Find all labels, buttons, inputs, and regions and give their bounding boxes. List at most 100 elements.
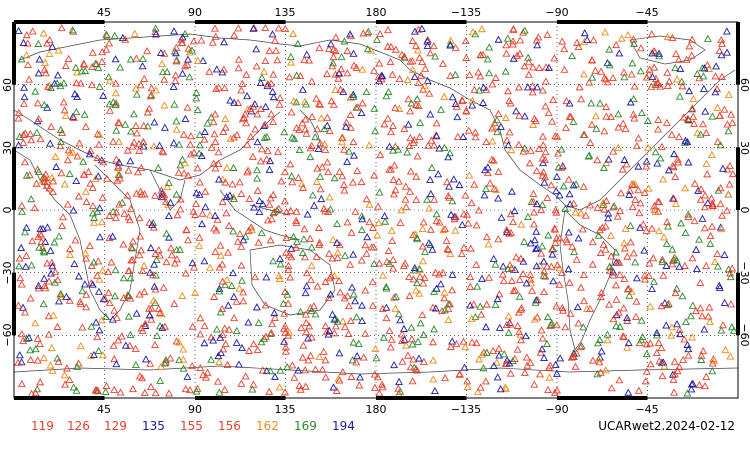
- station-triangle: [491, 73, 500, 81]
- station-triangle: [431, 304, 440, 312]
- station-triangle: [655, 197, 664, 206]
- station-triangle: [387, 226, 396, 234]
- station-triangle: [159, 148, 168, 156]
- station-triangle: [222, 209, 231, 217]
- station-triangle: [382, 303, 391, 311]
- station-triangle: [31, 87, 40, 95]
- station-triangle: [376, 150, 385, 158]
- station-triangle: [426, 189, 435, 198]
- station-triangle: [257, 104, 265, 112]
- station-triangle: [237, 189, 246, 197]
- station-triangle: [701, 381, 710, 390]
- station-triangle: [545, 63, 553, 71]
- station-triangle: [335, 276, 343, 284]
- station-triangle: [461, 343, 470, 351]
- station-triangle: [540, 287, 549, 295]
- station-triangle: [126, 330, 135, 338]
- station-triangle: [701, 191, 710, 199]
- station-triangle: [372, 354, 381, 362]
- station-triangle: [710, 257, 719, 266]
- station-triangle: [390, 293, 399, 301]
- station-triangle: [509, 37, 518, 45]
- station-triangle: [350, 151, 358, 159]
- station-triangle: [495, 323, 504, 331]
- station-triangle: [407, 99, 416, 107]
- station-triangle: [16, 273, 25, 282]
- station-triangle: [468, 28, 477, 36]
- station-triangle: [262, 155, 271, 163]
- station-triangle: [679, 355, 688, 363]
- station-triangle: [193, 56, 202, 64]
- station-triangle: [312, 252, 321, 260]
- station-triangle: [588, 260, 597, 268]
- station-triangle: [543, 193, 552, 202]
- station-triangle: [642, 226, 651, 234]
- station-triangle: [346, 260, 355, 268]
- station-triangle: [587, 99, 596, 107]
- station-triangle: [261, 120, 270, 128]
- station-triangle: [289, 232, 298, 241]
- station-triangle: [531, 298, 540, 306]
- legend-item: 129: [104, 419, 127, 433]
- station-triangle: [192, 189, 201, 197]
- station-triangle: [349, 178, 357, 186]
- station-triangle: [238, 115, 247, 123]
- station-triangle: [65, 375, 74, 383]
- lon-tick-bottom: −135: [451, 403, 481, 416]
- station-triangle: [483, 163, 492, 171]
- station-triangle: [400, 124, 409, 132]
- station-triangle: [670, 194, 678, 203]
- station-triangle: [22, 223, 31, 231]
- station-triangle: [494, 235, 503, 243]
- station-triangle: [109, 341, 118, 349]
- station-triangle: [395, 104, 404, 112]
- station-triangle: [711, 72, 720, 80]
- station-triangle: [450, 215, 459, 223]
- station-triangle: [343, 157, 352, 165]
- station-triangle: [348, 283, 357, 291]
- station-triangle: [621, 224, 630, 232]
- station-triangle: [623, 252, 632, 260]
- station-triangle: [660, 233, 668, 241]
- station-triangle: [181, 62, 190, 70]
- station-triangle: [675, 325, 684, 334]
- station-triangle: [543, 312, 552, 321]
- station-triangle: [198, 219, 206, 228]
- station-triangle: [708, 199, 717, 207]
- station-triangle: [502, 49, 511, 57]
- station-triangle: [384, 246, 393, 255]
- station-triangle: [110, 31, 119, 39]
- station-triangle: [324, 293, 333, 302]
- station-triangle: [216, 251, 225, 259]
- station-triangle: [207, 143, 216, 151]
- station-triangle: [92, 318, 101, 326]
- station-triangle: [502, 320, 511, 329]
- station-triangle: [337, 65, 346, 73]
- station-triangle: [504, 328, 513, 336]
- station-triangle: [232, 338, 241, 346]
- station-triangle: [717, 224, 726, 233]
- station-triangle: [292, 71, 301, 79]
- station-triangle: [281, 343, 290, 351]
- station-triangle: [541, 173, 550, 181]
- station-triangle: [244, 318, 253, 326]
- station-triangle: [548, 117, 557, 125]
- station-triangle: [504, 264, 513, 273]
- station-triangle: [284, 261, 293, 269]
- station-triangle: [618, 332, 627, 340]
- station-triangle: [398, 357, 407, 365]
- station-triangle: [573, 38, 582, 46]
- station-triangle: [183, 372, 192, 380]
- station-triangle: [30, 204, 39, 212]
- station-triangle: [539, 141, 548, 149]
- station-triangle: [312, 177, 321, 185]
- station-triangle: [569, 181, 578, 189]
- station-triangle: [552, 234, 561, 242]
- station-triangle: [727, 110, 736, 118]
- station-triangle: [61, 61, 70, 70]
- station-triangle: [287, 244, 296, 252]
- station-triangle: [163, 182, 172, 191]
- station-triangle: [670, 388, 679, 396]
- station-triangle: [132, 129, 141, 137]
- station-triangle: [466, 282, 475, 290]
